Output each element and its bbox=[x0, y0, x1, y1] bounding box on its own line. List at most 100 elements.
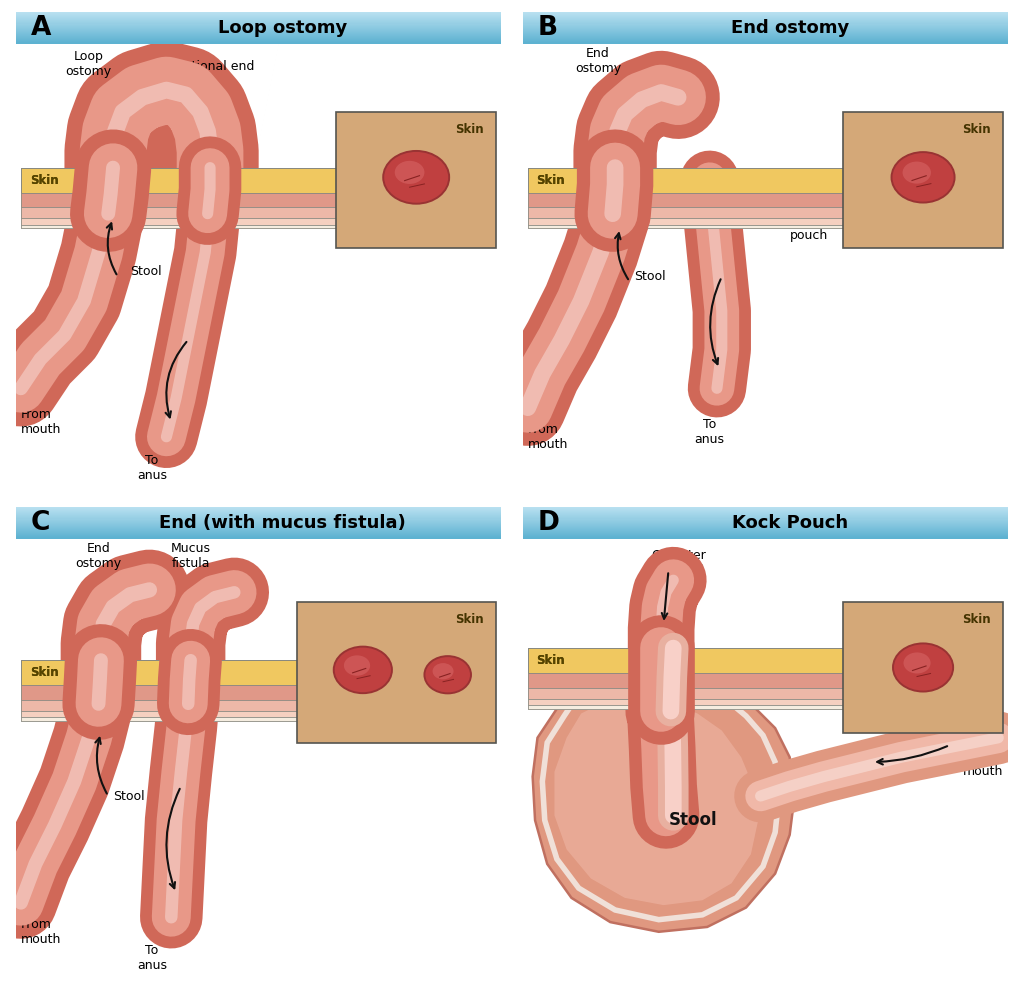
Bar bbox=[523, 35, 1008, 37]
Bar bbox=[16, 507, 501, 508]
Bar bbox=[523, 536, 1008, 538]
Bar bbox=[16, 510, 501, 512]
Bar bbox=[523, 523, 1008, 524]
Text: Catheter
inserted: Catheter inserted bbox=[651, 549, 706, 577]
Ellipse shape bbox=[893, 643, 953, 692]
Bar bbox=[16, 41, 501, 43]
Bar bbox=[523, 23, 1008, 25]
Bar bbox=[16, 23, 501, 25]
Bar bbox=[523, 19, 1008, 21]
Bar bbox=[16, 535, 501, 537]
Ellipse shape bbox=[344, 655, 370, 676]
Bar bbox=[16, 31, 501, 32]
Bar bbox=[16, 513, 501, 515]
Bar bbox=[16, 35, 501, 37]
Bar bbox=[523, 32, 1008, 33]
Bar bbox=[527, 225, 855, 228]
Bar bbox=[16, 21, 501, 23]
Bar bbox=[16, 37, 501, 39]
Bar bbox=[20, 225, 348, 228]
Bar bbox=[82, 655, 118, 726]
Bar bbox=[16, 511, 501, 513]
Bar bbox=[16, 532, 501, 534]
Bar bbox=[523, 535, 1008, 537]
Text: Stool: Stool bbox=[130, 265, 162, 278]
Text: Stool: Stool bbox=[669, 811, 717, 829]
Bar bbox=[527, 699, 855, 705]
Text: To
anus: To anus bbox=[694, 418, 725, 446]
Text: From
mouth: From mouth bbox=[963, 750, 1004, 778]
Bar bbox=[523, 21, 1008, 23]
Bar bbox=[16, 33, 501, 34]
Bar bbox=[16, 530, 501, 532]
Bar bbox=[16, 42, 501, 44]
Bar bbox=[523, 510, 1008, 512]
Bar bbox=[527, 218, 855, 225]
Bar bbox=[20, 660, 332, 685]
Text: End
ostomy: End ostomy bbox=[575, 47, 622, 75]
Text: Mucus
fistula: Mucus fistula bbox=[171, 542, 211, 570]
Text: Loop ostomy: Loop ostomy bbox=[218, 19, 347, 37]
Bar bbox=[16, 32, 501, 33]
Text: C: C bbox=[31, 510, 50, 536]
Bar bbox=[16, 16, 501, 18]
Text: Stool: Stool bbox=[113, 790, 144, 802]
Bar bbox=[20, 168, 348, 193]
Text: End
ostomy: End ostomy bbox=[76, 542, 122, 570]
Bar bbox=[527, 218, 855, 225]
Text: Skin: Skin bbox=[30, 666, 58, 679]
Text: Defunctional end: Defunctional end bbox=[146, 60, 254, 73]
Bar bbox=[20, 168, 348, 193]
Ellipse shape bbox=[394, 161, 424, 184]
Bar bbox=[523, 520, 1008, 521]
Ellipse shape bbox=[903, 652, 931, 673]
Text: Skin: Skin bbox=[456, 613, 484, 626]
Bar bbox=[523, 511, 1008, 513]
Bar bbox=[16, 515, 501, 517]
Bar bbox=[523, 41, 1008, 43]
Text: Hartmann
pouch: Hartmann pouch bbox=[790, 214, 852, 242]
Bar bbox=[523, 515, 1008, 517]
Bar bbox=[16, 525, 501, 526]
Bar bbox=[523, 39, 1008, 41]
Text: Skin: Skin bbox=[30, 666, 58, 679]
Bar bbox=[523, 34, 1008, 36]
Bar bbox=[523, 530, 1008, 532]
Bar bbox=[523, 40, 1008, 42]
Bar bbox=[523, 15, 1008, 17]
Bar bbox=[20, 711, 332, 717]
Bar bbox=[16, 19, 501, 21]
Bar bbox=[527, 168, 855, 193]
Bar bbox=[16, 12, 501, 13]
Bar bbox=[523, 509, 1008, 511]
Bar bbox=[527, 688, 855, 699]
Bar bbox=[16, 529, 501, 531]
Bar bbox=[523, 533, 1008, 535]
Polygon shape bbox=[532, 680, 795, 932]
Bar bbox=[20, 207, 348, 218]
Bar bbox=[16, 512, 501, 514]
Bar bbox=[523, 521, 1008, 522]
Bar bbox=[16, 14, 501, 16]
Ellipse shape bbox=[892, 152, 954, 203]
Text: From
mouth: From mouth bbox=[20, 918, 61, 946]
Text: Skin: Skin bbox=[963, 123, 991, 136]
Bar bbox=[16, 29, 501, 30]
Bar bbox=[523, 29, 1008, 30]
Text: Kock Pouch: Kock Pouch bbox=[731, 514, 848, 532]
Bar bbox=[523, 514, 1008, 516]
Bar bbox=[523, 507, 1008, 508]
Bar bbox=[523, 528, 1008, 529]
Bar bbox=[16, 516, 501, 518]
Bar bbox=[523, 513, 1008, 515]
Bar bbox=[523, 532, 1008, 534]
Text: Skin: Skin bbox=[30, 174, 58, 187]
Bar bbox=[523, 529, 1008, 531]
Bar bbox=[16, 509, 501, 511]
Bar bbox=[527, 193, 855, 207]
Bar bbox=[16, 34, 501, 36]
Bar bbox=[16, 517, 501, 519]
Bar bbox=[523, 537, 1008, 539]
Bar bbox=[89, 163, 128, 233]
Ellipse shape bbox=[334, 647, 392, 693]
